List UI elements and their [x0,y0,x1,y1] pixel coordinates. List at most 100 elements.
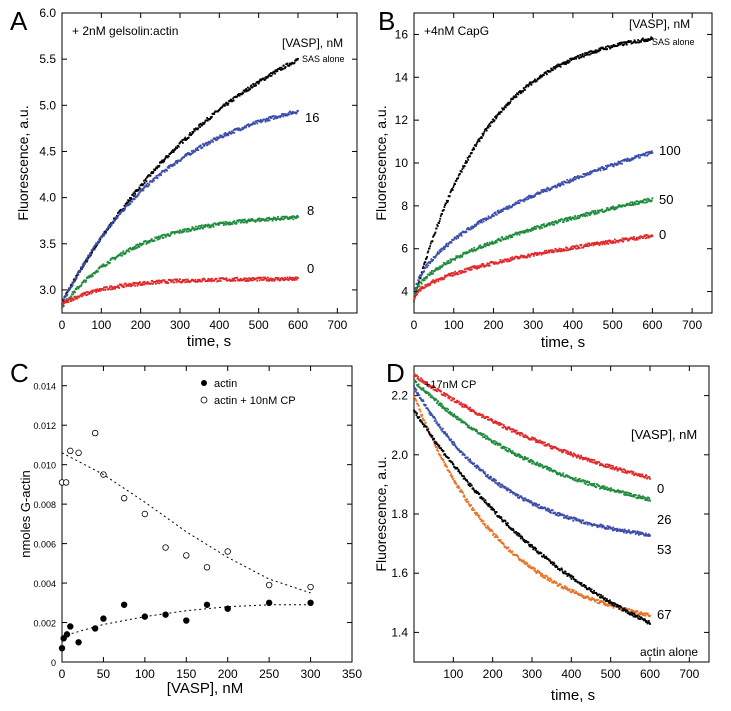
data-point [575,456,578,459]
data-point [236,276,239,279]
data-point [181,231,184,234]
data-point [186,280,188,283]
data-point [566,247,569,249]
data-point [638,531,641,534]
data-point [632,204,635,206]
data-point [609,488,611,490]
data-point [227,134,230,137]
data-point [501,236,504,238]
data-point [183,617,190,624]
data-point [634,156,637,159]
data-point [101,235,103,238]
data-point [455,238,458,240]
data-point [565,588,568,590]
data-point [413,384,415,387]
data-point [507,101,510,104]
data-point [482,220,485,223]
data-point [134,193,137,195]
data-point [447,260,450,262]
data-point [641,497,644,500]
data-point [273,279,276,282]
data-point [537,463,540,466]
data-point [476,265,479,267]
data-point [634,155,636,158]
data-point [223,103,226,106]
data-point [434,269,436,272]
data-point [628,158,631,161]
data-point [474,267,477,269]
data-point [610,241,613,244]
data-point [442,261,445,264]
data-point [482,436,484,439]
data-point [590,599,592,602]
data-point [167,282,170,285]
data-point [457,177,459,179]
data-point [221,105,224,108]
data-point [130,285,132,288]
data-point [232,279,234,282]
data-point [575,247,577,250]
data-point [567,518,570,520]
data-point [601,243,604,246]
data-point [459,402,461,405]
data-point [493,478,496,481]
data-point [577,455,580,457]
data-point [417,392,419,395]
data-point [449,474,452,477]
data-point [427,409,430,412]
data-point [604,604,607,607]
data-point [95,269,98,272]
data-point [243,277,246,280]
data-point [418,285,421,288]
data-point [516,453,519,456]
data-point [438,222,440,224]
data-point [177,279,180,282]
data-point [241,93,243,96]
data-point [452,444,455,446]
data-point [573,452,575,455]
data-point [521,254,523,257]
data-point [465,404,468,407]
data-point [548,577,550,580]
data-point [594,243,597,246]
data-point [422,279,425,282]
data-point [485,264,488,267]
data-point [105,286,108,289]
data-point [515,432,517,435]
data-point [544,252,547,254]
data-point [231,277,234,280]
x-tick-label: 500 [249,318,269,332]
data-point [141,283,144,286]
data-point [256,219,259,222]
data-point [141,183,144,186]
data-point [194,228,197,231]
data-point [573,589,575,592]
data-point [592,524,595,526]
data-point [176,162,178,165]
data-point [483,524,486,527]
data-point [558,514,561,516]
data-point [455,415,458,418]
data-point [211,115,213,118]
data-point [222,135,225,138]
data-point [417,283,420,286]
data-point [642,201,645,204]
data-point [594,49,597,52]
data-point [192,149,195,152]
data-point [416,393,419,396]
data-point [190,133,193,135]
data-point [446,435,449,437]
data-point [530,83,533,86]
data-point [534,437,536,440]
data-point [536,461,539,464]
data-point [551,221,554,223]
data-point [257,218,260,221]
data-point [575,519,578,522]
data-point [150,238,153,240]
data-point [436,402,438,405]
data-point [513,95,515,98]
data-point [556,222,558,225]
data-point [644,38,647,41]
data-point [186,227,189,230]
data-point [543,223,545,225]
